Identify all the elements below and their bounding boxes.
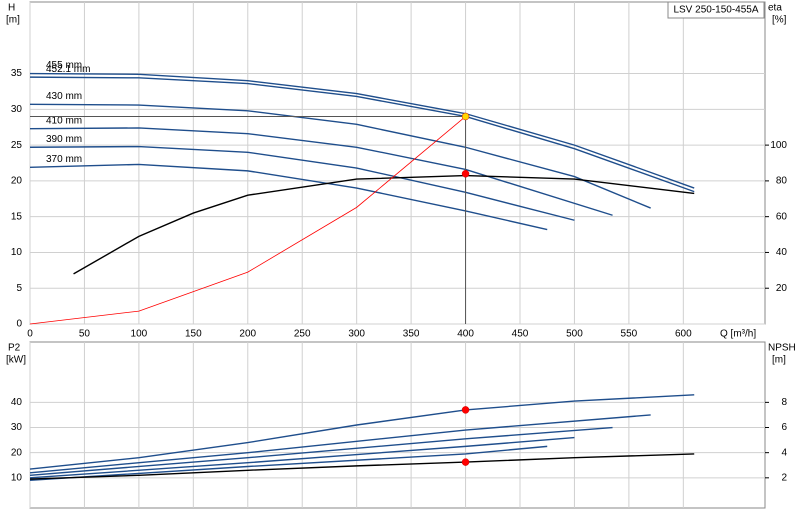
curve-label: 430 mm: [46, 91, 82, 102]
x-tick-label: 550: [621, 329, 638, 340]
curve: [29, 127, 613, 216]
x-tick-label: 150: [185, 329, 202, 340]
y2-tick-label: 80: [776, 176, 788, 187]
operating-point: [461, 458, 470, 466]
curve-label: 390 mm: [46, 134, 82, 145]
x-tick-label: 200: [239, 329, 256, 340]
y-tick-label: 20: [11, 447, 23, 458]
x-tick-label: 100: [131, 329, 148, 340]
y2-tick-label: 100: [770, 140, 787, 151]
curve-label: 370 mm: [46, 154, 82, 165]
y-tick-label: 10: [11, 247, 23, 258]
y-axis-label: P2: [8, 343, 21, 354]
y2-axis-unit: [%]: [772, 15, 787, 26]
y-tick-label: 30: [11, 104, 23, 115]
y-tick-label: 0: [16, 319, 22, 330]
y-tick-label: 5: [16, 283, 22, 294]
y2-tick-label: 2: [781, 472, 787, 483]
operating-point: [461, 406, 470, 414]
x-tick-label: 350: [403, 329, 420, 340]
y2-tick-label: 60: [776, 211, 788, 222]
y-tick-label: 15: [11, 211, 23, 222]
x-tick-label: 600: [675, 329, 692, 340]
y-tick-label: 40: [11, 397, 23, 408]
curve: [29, 436, 575, 479]
y2-tick-label: 8: [781, 397, 787, 408]
x-tick-label: 0: [27, 329, 33, 340]
operating-point: [461, 169, 470, 178]
y2-axis-unit: [m]: [772, 355, 786, 366]
y2-tick-label: 4: [781, 447, 787, 458]
y-tick-label: 10: [11, 472, 23, 483]
x-tick-label: 450: [512, 329, 529, 340]
title-box: [667, 1, 765, 19]
curve: [29, 453, 695, 480]
curve: [29, 116, 466, 325]
y-tick-label: 35: [11, 68, 23, 79]
curve: [29, 72, 695, 189]
y2-tick-label: 40: [776, 247, 788, 258]
y-tick-label: 20: [11, 176, 23, 187]
curve: [29, 145, 575, 221]
x-tick-label: 400: [457, 329, 474, 340]
curve: [29, 76, 695, 193]
y2-tick-label: 20: [776, 283, 788, 294]
y2-axis-label: eta: [768, 3, 782, 14]
curve: [29, 414, 651, 474]
curve: [29, 394, 695, 470]
plot-frame: [29, 1, 766, 325]
plot-frame: [29, 341, 766, 509]
x-tick-label: 50: [79, 329, 91, 340]
curve: [29, 426, 613, 477]
y-tick-label: 30: [11, 422, 23, 433]
curve-label: 410 mm: [46, 115, 82, 126]
operating-point: [461, 112, 470, 121]
y-axis-unit: [m]: [6, 15, 20, 26]
curve-label: 452.1 mm: [46, 64, 90, 75]
curve: [29, 163, 548, 231]
chart-title: LSV 250-150-455A: [673, 5, 758, 16]
y2-axis-label: NPSH: [768, 343, 796, 354]
x-tick-label: 500: [566, 329, 583, 340]
curve: [29, 445, 548, 482]
curve: [73, 174, 695, 275]
y-axis-unit: [kW]: [6, 355, 26, 366]
curve-label: 455 mm: [46, 60, 82, 71]
y2-tick-label: 6: [781, 422, 787, 433]
x-axis-label: Q [m³/h]: [720, 329, 756, 340]
x-tick-label: 250: [294, 329, 311, 340]
x-tick-label: 300: [348, 329, 365, 340]
y-axis-label: H: [8, 3, 15, 14]
y-tick-label: 25: [11, 140, 23, 151]
curve: [29, 103, 651, 209]
